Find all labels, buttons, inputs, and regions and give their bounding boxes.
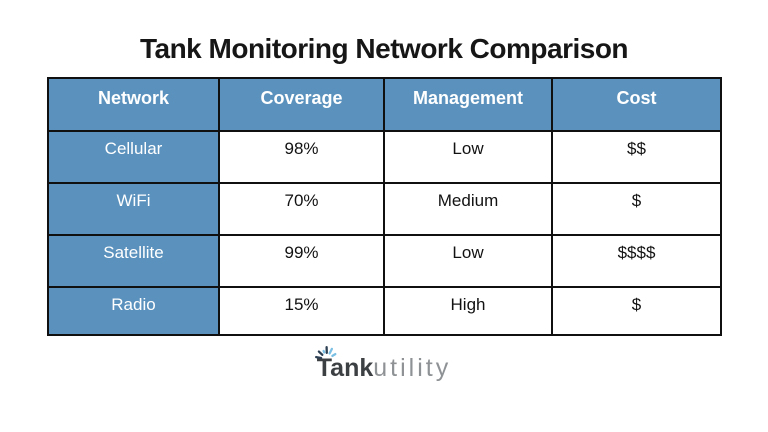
table-row: WiFi 70% Medium $ [47,182,722,236]
row-header: Satellite [47,234,220,288]
column-header-coverage: Coverage [218,77,385,132]
column-header-network: Network [47,77,220,132]
page-title: Tank Monitoring Network Comparison [139,33,629,64]
table-cell: $ [551,286,722,336]
table-header-row: Network Coverage Management Cost [47,77,722,132]
table-cell: Medium [383,182,553,236]
table-row: Cellular 98% Low $$ [47,130,722,184]
column-header-management: Management [383,77,553,132]
row-header: Cellular [47,130,220,184]
row-header: Radio [47,286,220,336]
table-cell: $$$$ [551,234,722,288]
table-cell: Low [383,234,553,288]
logo-brand-light: utility [373,354,452,382]
row-header: WiFi [47,182,220,236]
logo-brand-bold: Tank [316,354,374,382]
table-row: Satellite 99% Low $$$$ [47,234,722,288]
comparison-table: Network Coverage Management Cost Cellula… [47,77,722,336]
logo-text: Tankutility [314,346,452,382]
table-cell: Low [383,130,553,184]
table-row: Radio 15% High $ [47,286,722,336]
table-cell: $$ [551,130,722,184]
table-cell: 15% [218,286,385,336]
table-cell: 70% [218,182,385,236]
column-header-cost: Cost [551,77,722,132]
table-cell: 98% [218,130,385,184]
spark-burst-icon [314,346,337,359]
tankutility-logo: Tankutility [0,346,768,382]
table-cell: 99% [218,234,385,288]
table-cell: $ [551,182,722,236]
table-cell: High [383,286,553,336]
